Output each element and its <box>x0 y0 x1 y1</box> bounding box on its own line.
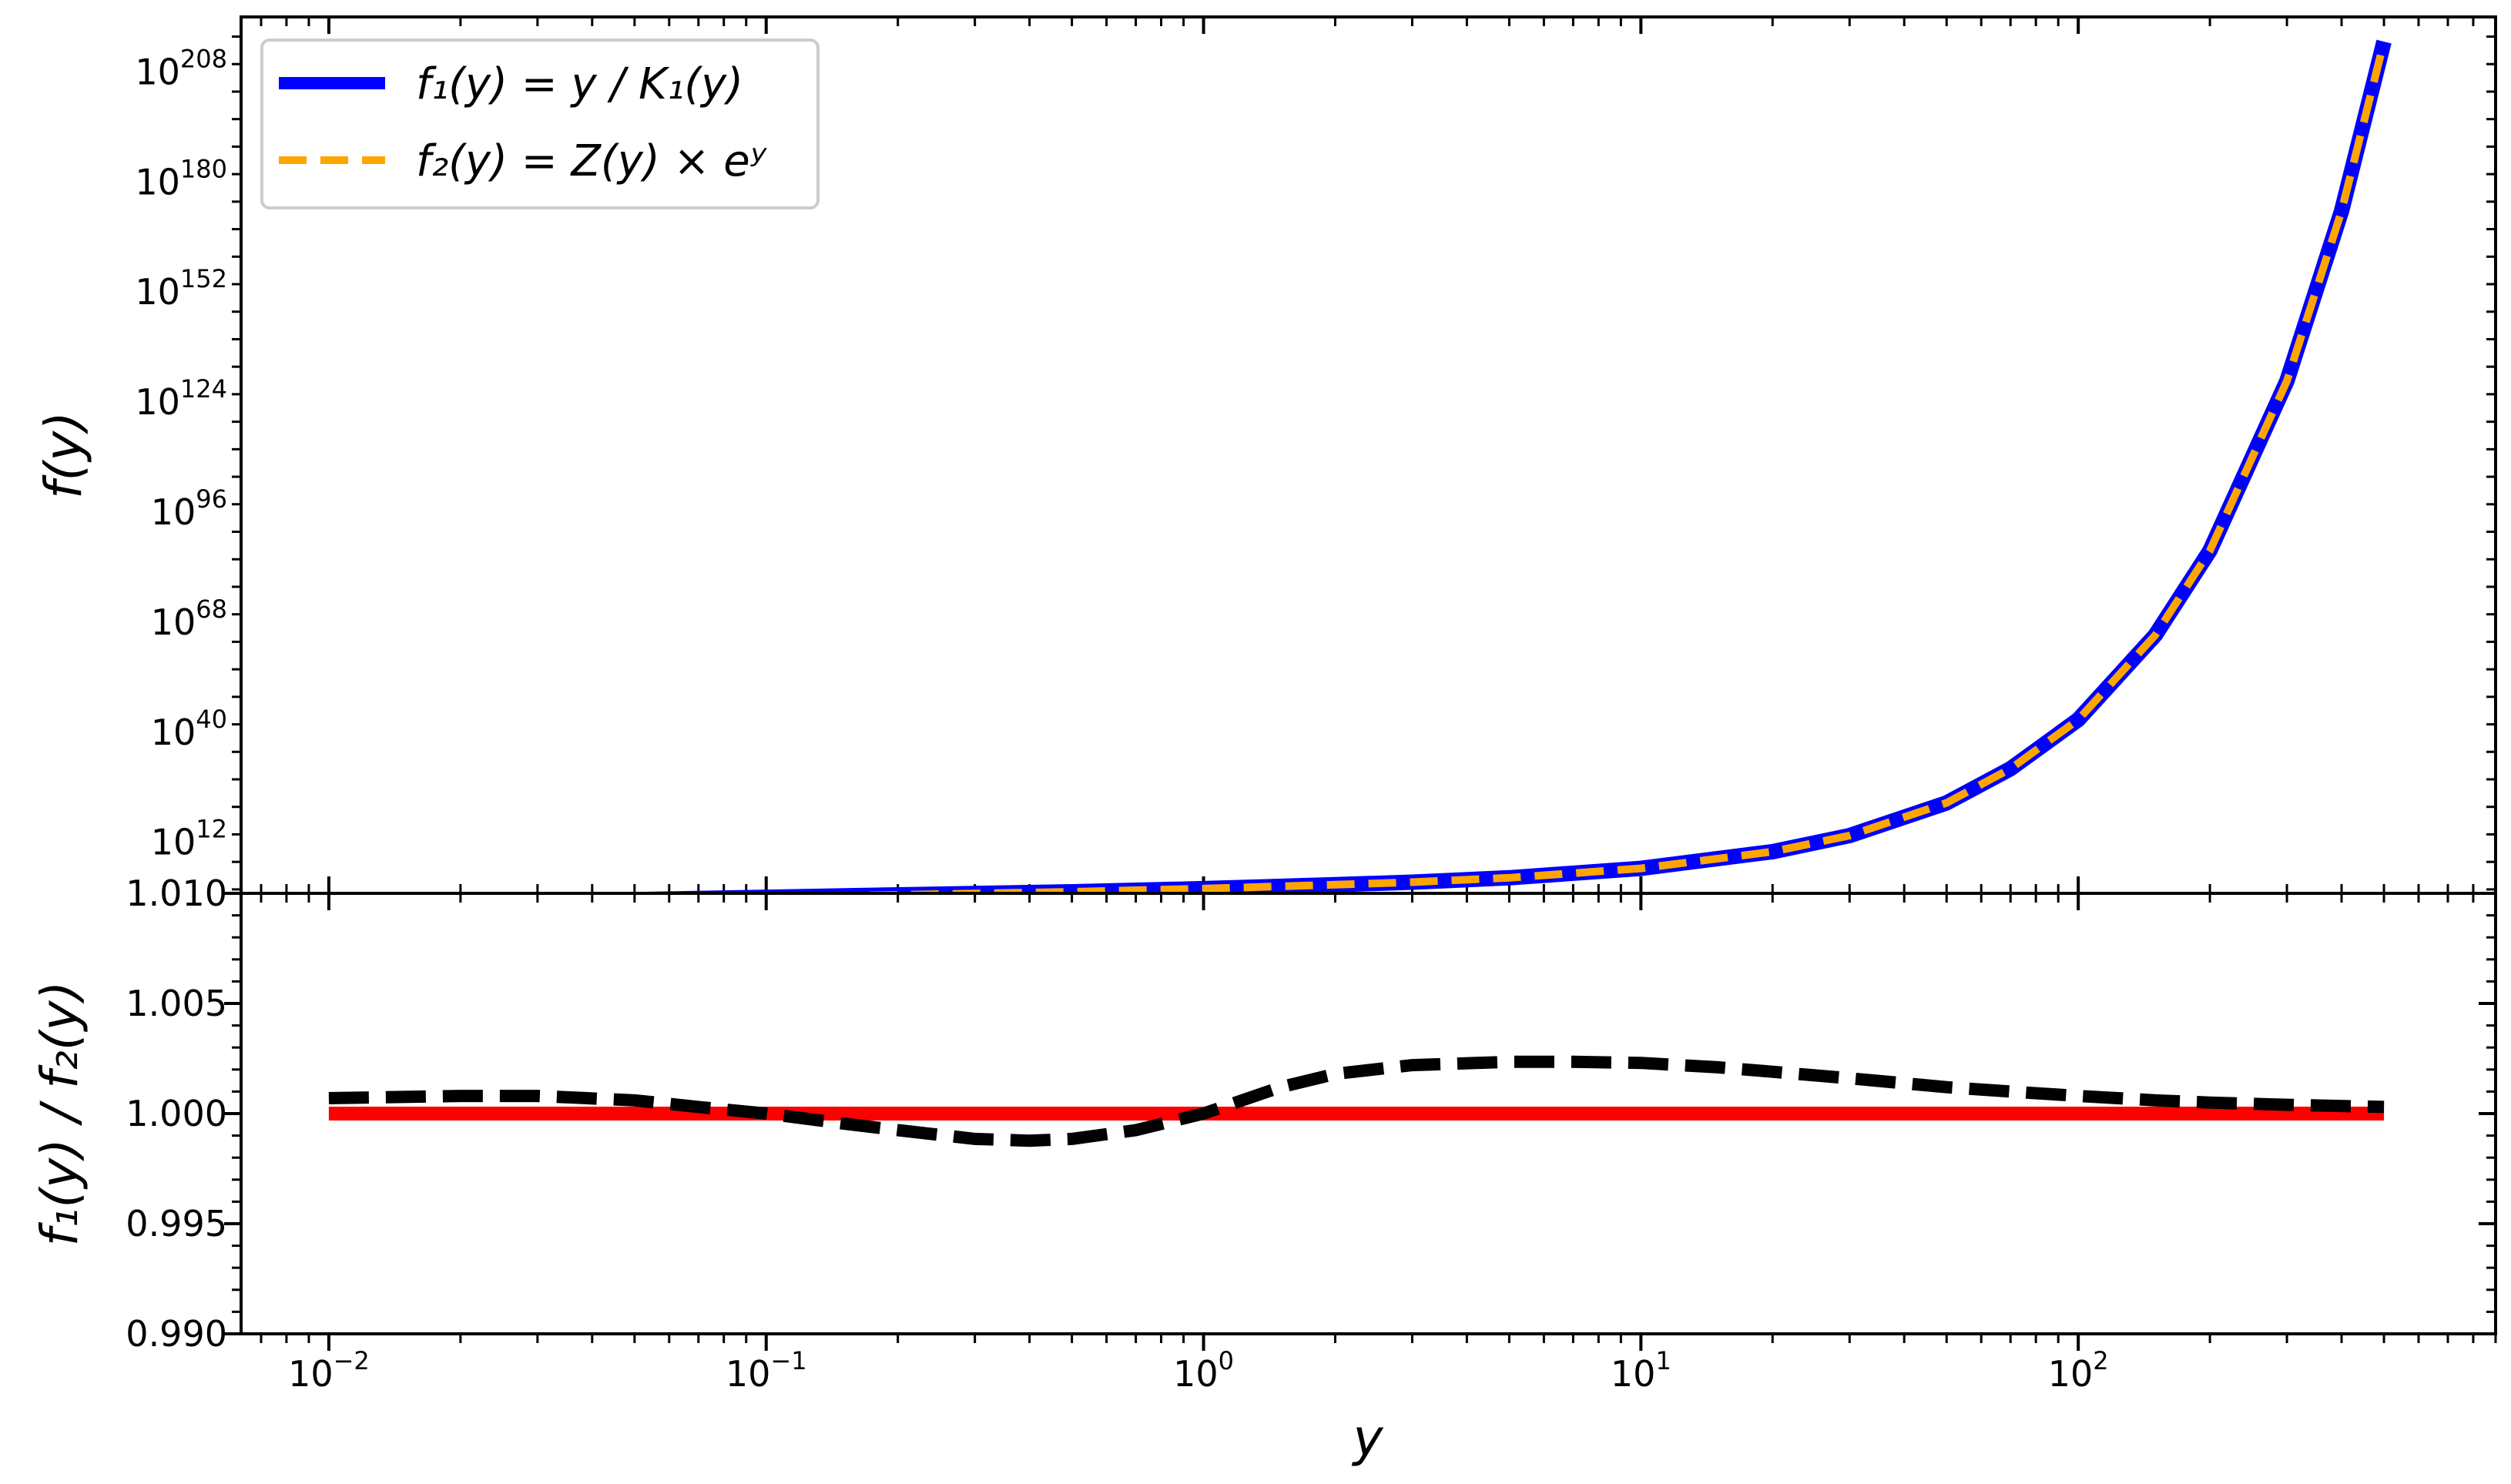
top-y-tick-label: 1012 <box>151 815 227 863</box>
top-y-tick-label: 1040 <box>151 705 227 753</box>
bottom-plot-frame <box>240 892 2497 1335</box>
x-tick-label: 102 <box>2048 1346 2109 1395</box>
legend-label-f1: f₁(y) = y / K₁(y) <box>416 59 743 109</box>
bottom-y-tick-label: 0.995 <box>126 1203 227 1244</box>
top-y-tick-label: 10152 <box>135 264 227 313</box>
x-tick-label: 10−2 <box>288 1346 370 1395</box>
bottom-y-ticks: 0.990 0.995 1.000 1.005 1.010 <box>126 873 2496 1355</box>
series-line-f2 <box>770 40 2388 893</box>
bottom-y-tick-label: 1.010 <box>126 873 227 914</box>
top-y-ticks: 1012 1040 1068 1096 10124 10152 10180 10208 <box>135 35 2496 891</box>
top-y-tick-label: 1096 <box>151 484 227 533</box>
series-line-ratio <box>328 1055 2385 1147</box>
x-tick-label: 101 <box>1611 1346 1671 1395</box>
top-y-axis-label: f(y) <box>34 411 93 499</box>
x-tick-label: 10−1 <box>726 1346 807 1395</box>
bottom-y-tick-label: 1.000 <box>126 1093 227 1134</box>
bottom-x-ticks: 10−2 10−1 100 101 102 <box>260 893 2497 1395</box>
legend-frame <box>260 39 820 209</box>
legend-label-f2: f₂(y) = Z(y) × eʸ <box>416 136 768 186</box>
top-y-tick-label: 10208 <box>135 44 227 92</box>
x-tick-label: 100 <box>1173 1346 1234 1395</box>
bottom-y-axis-label: f₁(y) / f₂(y) <box>30 981 89 1247</box>
bottom-panel: 0.990 0.995 1.000 1.005 1.010 10−2 10−1 100 101… <box>30 873 2497 1468</box>
x-axis-label: y <box>1351 1409 1383 1468</box>
top-y-tick-label: 1068 <box>151 595 227 643</box>
top-y-tick-label: 10180 <box>135 154 227 203</box>
top-panel: 1012 1040 1068 1096 10124 10152 10180 10208 f(y… <box>34 15 2497 895</box>
legend: f₁(y) = y / K₁(y) f₂(y) = Z(y) × eʸ <box>260 39 820 209</box>
top-y-tick-label: 10124 <box>135 374 227 423</box>
bottom-y-tick-label: 0.990 <box>126 1313 227 1355</box>
bottom-y-tick-label: 1.005 <box>126 983 227 1024</box>
